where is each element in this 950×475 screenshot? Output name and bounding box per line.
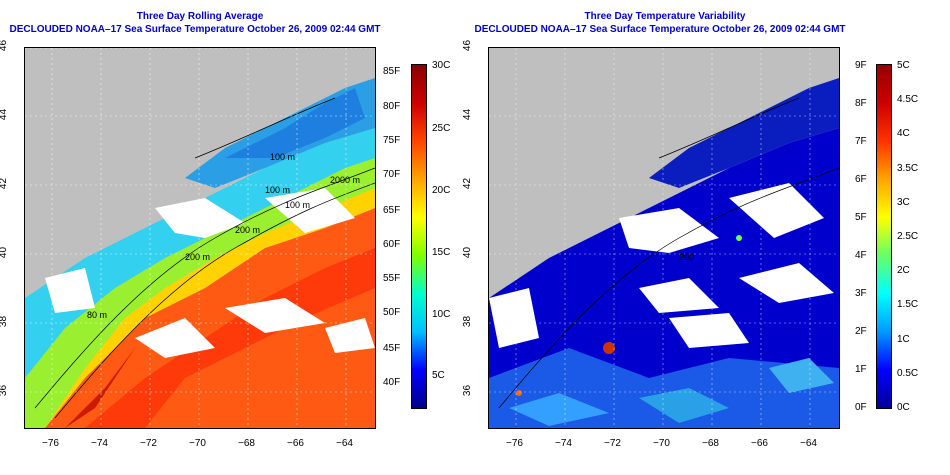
x-tick-label: −70: [189, 438, 206, 449]
x-tick-label: −72: [140, 438, 157, 449]
colorbar-f-label: 75F: [383, 135, 401, 146]
colorbar-f-label: 60F: [383, 239, 401, 250]
y-tick-label: 36: [462, 384, 474, 397]
right-colorbar: [876, 64, 892, 409]
colorbar-f-label: 8F: [855, 98, 867, 109]
y-tick-label: 42: [462, 177, 474, 190]
colorbar-f-label: 5F: [855, 212, 867, 223]
y-tick-label: 40: [462, 246, 474, 259]
contour-label: 200 m: [185, 252, 210, 262]
x-tick-label: −68: [702, 438, 719, 449]
x-tick-label: −74: [91, 438, 108, 449]
y-tick-label: 46: [0, 39, 10, 52]
x-tick-label: −72: [604, 438, 621, 449]
right-variability-map: 200: [488, 47, 840, 429]
x-tick-label: −74: [555, 438, 572, 449]
right-title-line2: DECLOUDED NOAA–17 Sea Surface Temperatur…: [474, 24, 846, 35]
colorbar-f-label: 6F: [855, 174, 867, 185]
y-tick-label: 38: [462, 315, 474, 328]
colorbar-f-label: 55F: [383, 273, 401, 284]
colorbar-f-label: 3F: [855, 288, 867, 299]
contour-label: 80 m: [87, 310, 107, 320]
y-tick-label: 38: [0, 315, 10, 328]
right-title-line1: Three Day Temperature Variability: [584, 11, 746, 22]
y-tick-label: 44: [462, 108, 474, 121]
colorbar-f-label: 70F: [383, 169, 401, 180]
colorbar-c-label: 0.5C: [897, 368, 919, 379]
contour-label: 100 m: [285, 200, 310, 210]
x-tick-label: −64: [336, 438, 353, 449]
left-colorbar: [411, 64, 427, 409]
colorbar-f-label: 9F: [855, 60, 867, 71]
left-map-svg: 100 m 100 m 2000 m 200 m 200 m 100 m 80 …: [25, 48, 375, 428]
colorbar-f-label: 45F: [383, 343, 401, 354]
left-title-line1: Three Day Rolling Average: [136, 11, 264, 22]
colorbar-c-label: 1.5C: [897, 299, 919, 310]
colorbar-c-label: 30C: [432, 60, 451, 71]
x-tick-label: −68: [238, 438, 255, 449]
y-tick-label: 40: [0, 246, 10, 259]
contour-label: 100 m: [270, 152, 295, 162]
colorbar-c-label: 2.5C: [897, 231, 919, 242]
colorbar-c-label: 0C: [897, 402, 910, 413]
colorbar-c-label: 10C: [432, 309, 451, 320]
colorbar-c-label: 4.5C: [897, 94, 919, 105]
y-tick-label: 42: [0, 177, 10, 190]
colorbar-c-label: 15C: [432, 247, 451, 258]
colorbar-f-label: 50F: [383, 307, 401, 318]
colorbar-f-label: 0F: [855, 402, 867, 413]
x-tick-label: −64: [800, 438, 817, 449]
colorbar-c-label: 3C: [897, 197, 910, 208]
colorbar-c-label: 2C: [897, 265, 910, 276]
y-tick-label: 46: [462, 39, 474, 52]
colorbar-c-label: 5C: [432, 370, 445, 381]
colorbar-f-label: 65F: [383, 205, 401, 216]
contour-label: 100 m: [265, 185, 290, 195]
colorbar-f-label: 7F: [855, 136, 867, 147]
y-tick-label: 44: [0, 108, 10, 121]
x-tick-label: −66: [751, 438, 768, 449]
colorbar-f-label: 2F: [855, 326, 867, 337]
colorbar-f-label: 80F: [383, 101, 401, 112]
x-tick-label: −76: [42, 438, 59, 449]
colorbar-c-label: 25C: [432, 123, 451, 134]
contour-label: 2000 m: [330, 175, 360, 185]
colorbar-c-label: 3.5C: [897, 163, 919, 174]
colorbar-c-label: 5C: [897, 60, 910, 71]
left-sst-map: 100 m 100 m 2000 m 200 m 200 m 100 m 80 …: [24, 47, 376, 429]
x-tick-label: −66: [287, 438, 304, 449]
x-tick-label: −76: [506, 438, 523, 449]
colorbar-c-label: 1C: [897, 334, 910, 345]
left-title-line2: DECLOUDED NOAA–17 Sea Surface Temperatur…: [9, 24, 381, 35]
colorbar-f-label: 85F: [383, 66, 401, 77]
colorbar-c-label: 20C: [432, 185, 451, 196]
colorbar-f-label: 1F: [855, 364, 867, 375]
right-map-svg: 200: [489, 48, 839, 428]
contour-label: 200 m: [235, 225, 260, 235]
colorbar-f-label: 40F: [383, 377, 401, 388]
contour-label: 200: [679, 252, 694, 262]
colorbar-c-label: 4C: [897, 128, 910, 139]
y-tick-label: 36: [0, 384, 10, 397]
colorbar-f-label: 4F: [855, 250, 867, 261]
x-tick-label: −70: [653, 438, 670, 449]
